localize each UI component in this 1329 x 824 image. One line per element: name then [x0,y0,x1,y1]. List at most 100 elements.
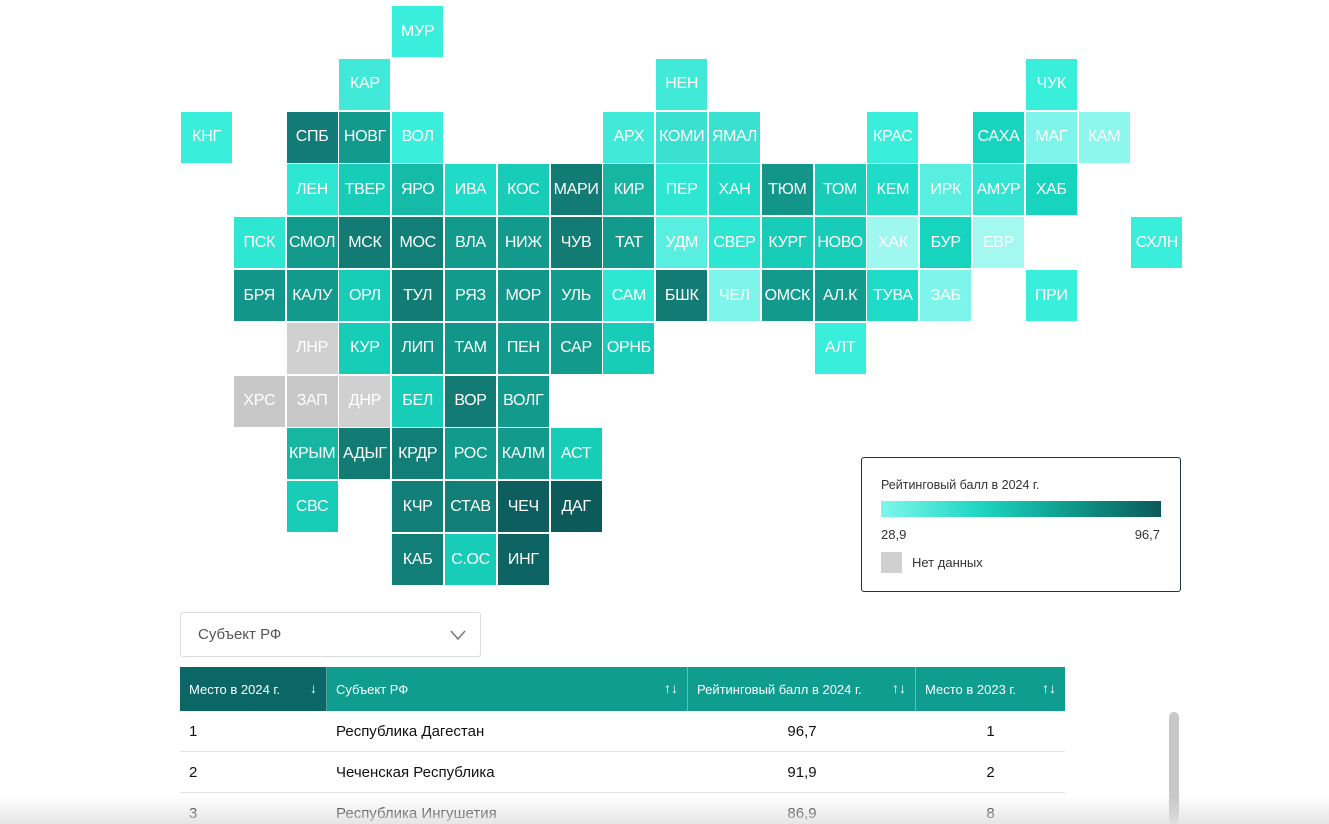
region-tile[interactable]: ИВА [445,164,496,216]
region-tile[interactable]: УЛЬ [550,270,602,321]
region-tile[interactable]: ЧЕЛ [709,270,760,321]
column-header-rank-2023[interactable]: Место в 2023 г. ↑↓ [916,667,1065,711]
region-tile[interactable]: ОРНБ [603,322,655,374]
region-tile[interactable]: НОВО [814,217,866,269]
region-tile[interactable]: ХРС [233,375,285,427]
table-row[interactable]: 3 Республика Ингушетия 86,9 8 [180,793,1065,824]
region-tile[interactable]: ЛИП [392,322,444,374]
region-tile[interactable]: КАБ [392,534,444,585]
region-tile[interactable]: АСТ [550,428,602,480]
region-tile[interactable]: ОРЛ [339,270,391,321]
region-tile[interactable]: ПЕР [656,164,708,216]
region-tile[interactable]: БРЯ [233,270,285,321]
region-tile[interactable]: АМУР [973,164,1024,216]
region-tile[interactable]: МАРИ [550,164,602,216]
region-tile[interactable]: ПСК [233,217,285,269]
region-tile[interactable]: ВОР [445,375,496,427]
region-tile[interactable]: С.ОС [445,534,496,585]
region-tile[interactable]: ЧУК [1025,58,1077,110]
region-tile[interactable]: ТУЛ [392,270,444,321]
region-tile[interactable]: ЕВР [973,217,1024,269]
region-tile[interactable]: КАЛУ [286,270,338,321]
region-tile[interactable]: МСК [339,217,391,269]
region-tile[interactable]: БУР [920,217,972,269]
region-tile[interactable]: ПЕН [497,322,549,374]
region-tile[interactable]: КЧР [392,481,444,533]
region-tile[interactable]: МОР [497,270,549,321]
region-tile[interactable]: КУРГ [761,217,813,269]
vertical-scrollbar[interactable] [1169,712,1179,824]
region-tile[interactable]: СТАВ [445,481,496,533]
table-row[interactable]: 1 Республика Дагестан 96,7 1 [180,711,1065,752]
region-tile[interactable]: ЧУВ [550,217,602,269]
sort-icon[interactable]: ↑↓ [892,680,906,696]
region-tile[interactable]: РЯЗ [445,270,496,321]
region-tile[interactable]: ИРК [920,164,972,216]
region-tile[interactable]: ВОЛ [392,111,444,163]
region-tile[interactable]: КАМ [1078,111,1130,163]
region-tile[interactable]: КАР [339,58,391,110]
region-tile[interactable]: КЕМ [867,164,919,216]
region-tile[interactable]: АРХ [603,111,655,163]
region-tile[interactable]: ЗАП [286,375,338,427]
region-tile[interactable]: ХАК [867,217,919,269]
region-tile[interactable]: КРДР [392,428,444,480]
region-tile[interactable]: АДЫГ [339,428,391,480]
region-tile[interactable]: НЕН [656,58,708,110]
region-tile[interactable]: ТОМ [814,164,866,216]
region-tile[interactable]: МОС [392,217,444,269]
region-tile[interactable]: СХЛН [1131,217,1183,269]
region-tile[interactable]: ТЮМ [761,164,813,216]
region-tile[interactable]: ДНР [339,375,391,427]
region-tile[interactable]: КНГ [181,111,232,163]
region-tile[interactable]: ЛЕН [286,164,338,216]
region-tile[interactable]: САХА [973,111,1024,163]
region-tile[interactable]: КРАС [867,111,919,163]
region-tile[interactable]: ЯМАЛ [709,111,760,163]
region-tile[interactable]: ХАН [709,164,760,216]
region-tile[interactable]: СПБ [286,111,338,163]
region-tile[interactable]: СВС [286,481,338,533]
region-tile[interactable]: ВЛА [445,217,496,269]
region-tile[interactable]: ИНГ [497,534,549,585]
region-tile[interactable]: ТУВА [867,270,919,321]
region-tile[interactable]: СВЕР [709,217,760,269]
sort-icon[interactable]: ↑↓ [1042,680,1056,696]
region-tile[interactable]: АЛ.К [814,270,866,321]
region-tile[interactable]: КРЫМ [286,428,338,480]
region-select[interactable]: Субъект РФ [180,612,481,657]
region-tile[interactable]: СМОЛ [286,217,338,269]
region-tile[interactable]: САР [550,322,602,374]
region-tile[interactable]: КАЛМ [497,428,549,480]
region-tile[interactable]: НИЖ [497,217,549,269]
region-tile[interactable]: РОС [445,428,496,480]
region-tile[interactable]: САМ [603,270,655,321]
sort-icon[interactable]: ↑↓ [664,680,678,696]
region-tile[interactable]: ВОЛГ [497,375,549,427]
region-tile[interactable]: АЛТ [814,322,866,374]
column-header-rank-2024[interactable]: Место в 2024 г. ↓ [180,667,327,711]
region-tile[interactable]: УДМ [656,217,708,269]
region-tile[interactable]: ЛНР [286,322,338,374]
column-header-region[interactable]: Субъект РФ ↑↓ [327,667,688,711]
region-tile[interactable]: КОМИ [656,111,708,163]
region-tile[interactable]: БШК [656,270,708,321]
region-tile[interactable]: КОС [497,164,549,216]
region-tile[interactable]: КИР [603,164,655,216]
region-tile[interactable]: ЗАБ [920,270,972,321]
region-tile[interactable]: КУР [339,322,391,374]
region-tile[interactable]: ОМСК [761,270,813,321]
region-tile[interactable]: ПРИ [1025,270,1077,321]
region-tile[interactable]: ДАГ [550,481,602,533]
region-tile[interactable]: НОВГ [339,111,391,163]
region-tile[interactable]: ТВЕР [339,164,391,216]
region-tile[interactable]: МУР [392,6,444,57]
region-tile[interactable]: ЧЕЧ [497,481,549,533]
region-tile[interactable]: ТАТ [603,217,655,269]
region-tile[interactable]: БЕЛ [392,375,444,427]
column-header-score-2024[interactable]: Рейтинговый балл в 2024 г. ↑↓ [688,667,916,711]
region-tile[interactable]: ТАМ [445,322,496,374]
region-tile[interactable]: МАГ [1025,111,1077,163]
region-tile[interactable]: ЯРО [392,164,444,216]
region-tile[interactable]: ХАБ [1025,164,1077,216]
